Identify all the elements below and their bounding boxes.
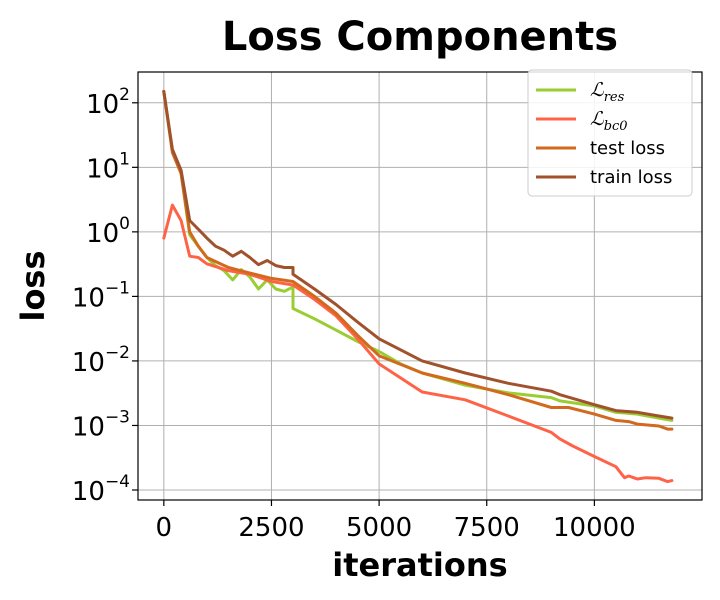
y-tick-base: 10 xyxy=(72,477,105,507)
y-tick-label: 10−2 xyxy=(72,343,130,378)
y-tick-exponent: −2 xyxy=(105,343,130,363)
x-axis-ticks: 0 2500 5000 7500 10000 xyxy=(156,500,636,543)
y-tick-base: 10 xyxy=(86,154,119,184)
chart-title: Loss Components xyxy=(222,14,618,60)
y-tick-base: 10 xyxy=(72,412,105,442)
y-tick-exponent: 2 xyxy=(119,85,130,105)
series-line-2 xyxy=(162,89,674,431)
y-tick-label: 10−4 xyxy=(72,472,130,507)
legend-entry: test loss xyxy=(590,138,665,159)
x-tick-label: 0 xyxy=(156,513,173,543)
x-tick-label: 5000 xyxy=(346,513,412,543)
y-tick-label: 100 xyxy=(86,214,130,249)
legend-entry: train loss xyxy=(590,167,672,188)
legend-subscript: res xyxy=(604,90,625,105)
legend-entry: ℒres xyxy=(590,79,625,105)
series-line-3 xyxy=(162,89,674,420)
y-tick-base: 10 xyxy=(72,348,105,378)
x-axis-label: iterations xyxy=(332,546,507,584)
y-tick-base: 10 xyxy=(86,90,119,120)
legend-entry: ℒbc0 xyxy=(590,108,628,134)
y-tick-exponent: −1 xyxy=(105,278,130,298)
x-tick-label: 2500 xyxy=(238,513,304,543)
y-tick-base: 10 xyxy=(72,283,105,313)
y-tick-label: 10−1 xyxy=(72,278,130,313)
series-line-1 xyxy=(162,203,674,484)
legend-symbol: ℒ xyxy=(590,108,605,130)
y-tick-exponent: −3 xyxy=(105,407,130,427)
x-tick-label: 10000 xyxy=(553,513,636,543)
y-tick-base: 10 xyxy=(86,219,119,249)
legend-box xyxy=(527,69,693,197)
series-layer xyxy=(162,89,674,484)
y-tick-label: 102 xyxy=(86,85,130,120)
grid-lines xyxy=(138,72,702,500)
y-tick-label: 10−3 xyxy=(72,407,130,442)
y-tick-exponent: 0 xyxy=(119,214,130,234)
y-tick-label: 101 xyxy=(86,149,130,184)
y-tick-exponent: −4 xyxy=(105,472,130,492)
x-tick-label: 7500 xyxy=(454,513,520,543)
y-axis-label: loss xyxy=(14,250,52,321)
legend-subscript: bc0 xyxy=(604,119,628,134)
legend-symbol: ℒ xyxy=(590,79,605,101)
plot-area-frame xyxy=(137,71,703,501)
y-tick-exponent: 1 xyxy=(119,149,130,169)
